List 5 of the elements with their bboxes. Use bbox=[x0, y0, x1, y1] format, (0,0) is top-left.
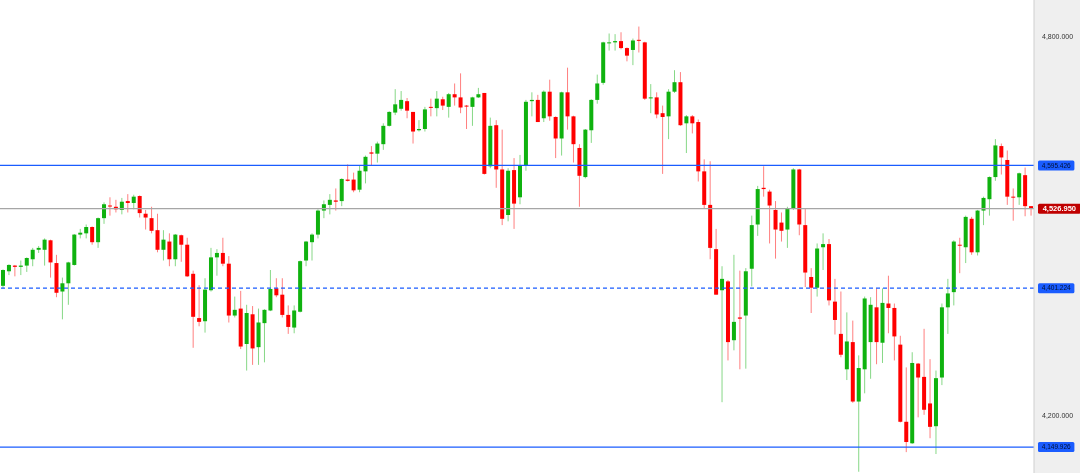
candlestick bbox=[6, 263, 11, 276]
candlestick bbox=[428, 98, 433, 117]
candlestick bbox=[321, 199, 326, 219]
candlestick bbox=[607, 33, 612, 52]
candlestick bbox=[619, 31, 624, 50]
